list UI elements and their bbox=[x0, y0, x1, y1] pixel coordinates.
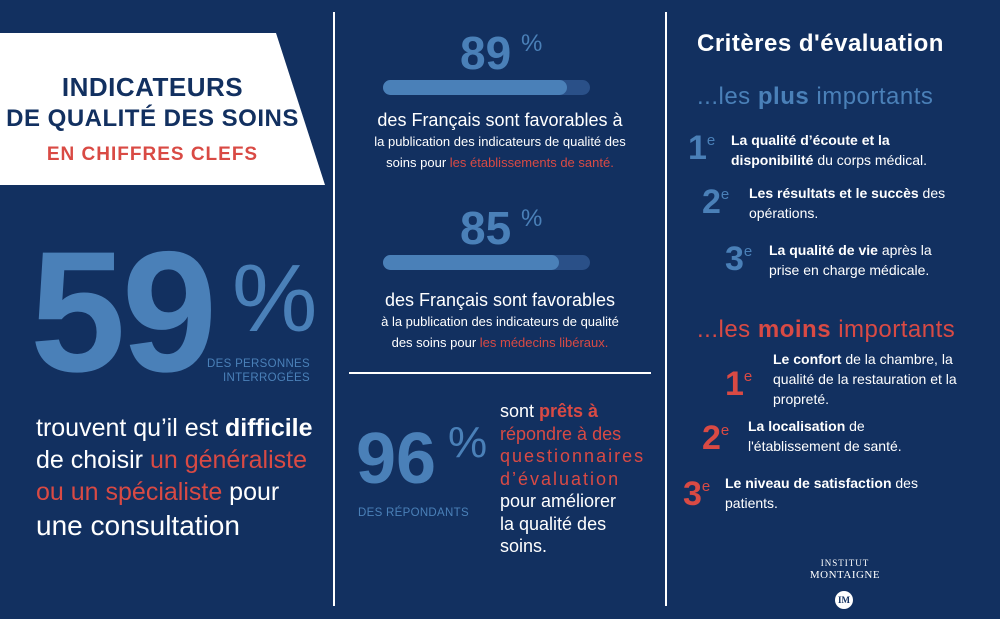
progress-bar-85 bbox=[383, 255, 590, 270]
least-item-2-line2: l'établissement de santé. bbox=[748, 438, 902, 454]
most-item-1-bold2: disponibilité bbox=[731, 152, 814, 168]
least-item-3-bold1: Le niveau de satisfaction bbox=[725, 475, 892, 491]
most-item-2-rest1: des bbox=[918, 185, 946, 201]
least-item-3: Le niveau de satisfaction des patients. bbox=[725, 473, 980, 513]
stat-96-t4: d’évaluation bbox=[500, 468, 621, 489]
stat-96-t3: questionnaires bbox=[500, 446, 646, 466]
stat-89-percent: % bbox=[521, 30, 543, 57]
stat-89-number: 89 bbox=[460, 27, 512, 79]
stat-85-line3b: les médecins libéraux. bbox=[479, 335, 609, 350]
text-c: de choisir bbox=[36, 446, 150, 474]
most-rank-3: 3e bbox=[725, 240, 753, 278]
least-important-heading: ...les moins importants bbox=[697, 316, 955, 344]
most-item-1-bold1: La qualité d’écoute et la bbox=[731, 132, 890, 148]
most-item-3: La qualité de vie après la prise en char… bbox=[769, 240, 974, 280]
most-suffix: importants bbox=[809, 83, 934, 110]
text-f: pour bbox=[222, 478, 280, 506]
most-item-1: La qualité d’écoute et la disponibilité … bbox=[731, 130, 981, 170]
divider-middle-horizontal bbox=[349, 372, 651, 374]
stat-96-percent: % bbox=[448, 418, 488, 467]
stat-89-line3a: soins pour bbox=[386, 155, 450, 170]
divider-right bbox=[665, 12, 667, 606]
least-item-3-line2: patients. bbox=[725, 495, 778, 511]
least-rank-1: 1e bbox=[725, 365, 753, 403]
stat-96-t5: pour améliorer bbox=[500, 491, 617, 511]
stat-85-percent: % bbox=[521, 205, 543, 232]
progress-bar-89 bbox=[383, 80, 590, 95]
least-item-1-line3: propreté. bbox=[773, 391, 830, 407]
stat-89-lead: des Français sont favorables à bbox=[377, 110, 623, 130]
stat-85-line3a: des soins pour bbox=[391, 335, 480, 350]
caption-line1: DES PERSONNES bbox=[207, 358, 310, 370]
least-item-1-rest1: de la chambre, la bbox=[841, 351, 953, 367]
stat-96-caption: DES RÉPONDANTS bbox=[358, 507, 469, 519]
most-rank-2: 2e bbox=[702, 183, 730, 221]
least-item-1: Le confort de la chambre, la qualité de … bbox=[773, 349, 993, 409]
most-item-1-rest2: du corps médical. bbox=[813, 152, 928, 168]
stat-96-t1b: prêts à bbox=[539, 401, 599, 421]
least-rank-3: 3e bbox=[683, 475, 711, 513]
least-item-2-rest1: de bbox=[845, 418, 865, 434]
divider-left bbox=[333, 12, 335, 606]
most-important-heading: ...les plus importants bbox=[697, 83, 933, 111]
stat-89-text: des Français sont favorables à la public… bbox=[345, 110, 655, 173]
stat-89-line3b: les établissements de santé. bbox=[449, 155, 614, 170]
text-e: ou un spécialiste bbox=[36, 478, 223, 506]
text-a: trouvent qu’il est bbox=[36, 414, 225, 442]
most-rank-1: 1e bbox=[688, 129, 716, 167]
title-banner bbox=[0, 33, 325, 185]
logo-line2: MONTAIGNE bbox=[809, 569, 881, 581]
stat-85-line2: à la publication des indicateurs de qual… bbox=[381, 314, 619, 329]
stat-85-text: des Français sont favorables à la public… bbox=[345, 290, 655, 353]
least-item-1-line2: qualité de la restauration et la bbox=[773, 371, 957, 387]
logo-line1: INSTITUT bbox=[820, 558, 870, 568]
text-g: une consultation bbox=[36, 510, 240, 541]
stat-96-number: 96 bbox=[356, 419, 437, 499]
least-item-3-rest1: des bbox=[891, 475, 918, 491]
most-item-2-bold1: Les résultats et le succès bbox=[749, 185, 919, 201]
stat-59-text: trouvent qu’il est difficile de choisir … bbox=[36, 412, 336, 542]
stat-85-number: 85 bbox=[460, 202, 512, 254]
title-line2: DE QUALITÉ DES SOINS bbox=[6, 105, 299, 132]
stat-96-t7: soins. bbox=[500, 536, 548, 556]
stat-96-text: sont prêts à répondre à des questionnair… bbox=[500, 400, 650, 558]
most-item-3-line2: prise en charge médicale. bbox=[769, 262, 930, 278]
least-strong: moins bbox=[757, 316, 832, 343]
most-prefix: ...les bbox=[697, 83, 758, 110]
progress-fill-89 bbox=[383, 80, 568, 95]
stat-96-t2: répondre à des bbox=[500, 423, 622, 444]
title-line1: INDICATEURS bbox=[61, 72, 244, 102]
stat-59-caption: DES PERSONNES INTERROGÉES bbox=[160, 357, 310, 385]
subtitle: EN CHIFFRES CLEFS bbox=[46, 144, 259, 165]
progress-fill-85 bbox=[383, 255, 559, 270]
least-prefix: ...les bbox=[697, 316, 758, 343]
most-strong: plus bbox=[757, 83, 810, 110]
least-item-2-bold1: La localisation bbox=[748, 418, 846, 434]
most-item-3-rest1: après la bbox=[877, 242, 932, 258]
least-rank-2: 2e bbox=[702, 419, 730, 457]
stat-89-line2: la publication des indicateurs de qualit… bbox=[374, 134, 626, 149]
stat-96-t6: la qualité des bbox=[500, 513, 607, 534]
least-suffix: importants bbox=[831, 316, 956, 343]
most-item-3-bold1: La qualité de vie bbox=[769, 242, 878, 258]
least-item-2: La localisation de l'établissement de sa… bbox=[748, 416, 978, 456]
stat-59-number: 59 bbox=[30, 216, 217, 408]
text-d: un généraliste bbox=[149, 446, 308, 474]
stat-85-lead: des Français sont favorables bbox=[384, 290, 616, 310]
stat-59-percent: % bbox=[232, 245, 318, 352]
text-b: difficile bbox=[225, 414, 313, 442]
logo-monogram-icon: IM bbox=[835, 591, 853, 609]
most-item-2: Les résultats et le succès des opération… bbox=[749, 183, 979, 223]
caption-line2: INTERROGÉES bbox=[222, 372, 310, 384]
most-item-2-line2: opérations. bbox=[749, 205, 819, 221]
stat-96-t1a: sont bbox=[500, 401, 540, 421]
least-item-1-bold1: Le confort bbox=[773, 351, 842, 367]
criteria-heading: Critères d'évaluation bbox=[697, 30, 944, 57]
